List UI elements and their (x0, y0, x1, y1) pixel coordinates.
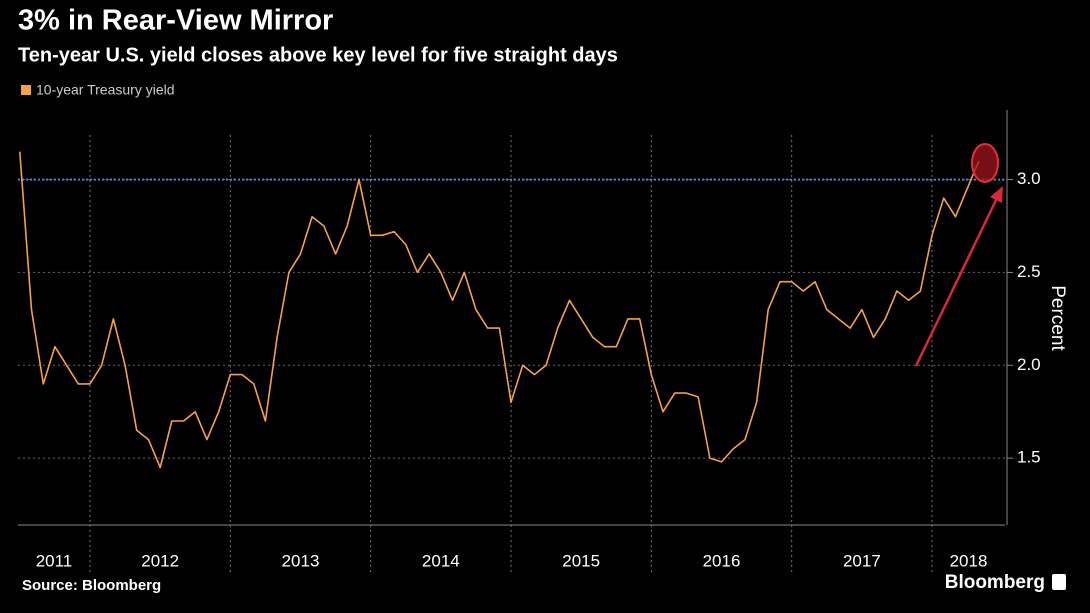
legend-swatch (21, 85, 31, 95)
x-tick-label: 2015 (562, 551, 600, 570)
line-series (19, 151, 980, 469)
chart-subtitle: Ten-year U.S. yield closes above key lev… (18, 44, 618, 66)
plot: 2011 2012 2013 2014 2015 2016 2017 2018 1.5 2.0 2.… (18, 110, 1041, 572)
source: Source: Bloomberg (22, 577, 161, 594)
y-axis-label: Percent (1047, 285, 1068, 351)
legend-label: 10-year Treasury yield (36, 82, 175, 98)
chart-title: 3% in Rear-View Mirror (18, 5, 333, 37)
y-tick-label: 2.0 (1017, 355, 1041, 374)
brand: Bloomberg (945, 572, 1045, 593)
arrow-head (990, 186, 1003, 203)
arrow-shaft (914, 195, 1000, 367)
y-tick-label: 3.0 (1017, 169, 1041, 188)
x-tick-label: 2017 (843, 551, 881, 570)
x-tick-label: 2012 (141, 551, 179, 570)
x-tick-label: 2013 (282, 551, 320, 570)
x-tick-label: 2011 (36, 551, 73, 570)
highlight-circle (971, 143, 999, 183)
x-tick-label: 2016 (703, 551, 741, 570)
x-tick-label: 2014 (422, 551, 460, 570)
y-tick-label: 1.5 (1017, 448, 1041, 467)
brand-icon (1052, 574, 1066, 590)
y-tick-label: 2.5 (1017, 262, 1041, 281)
x-tick-label: 2018 (950, 551, 988, 570)
